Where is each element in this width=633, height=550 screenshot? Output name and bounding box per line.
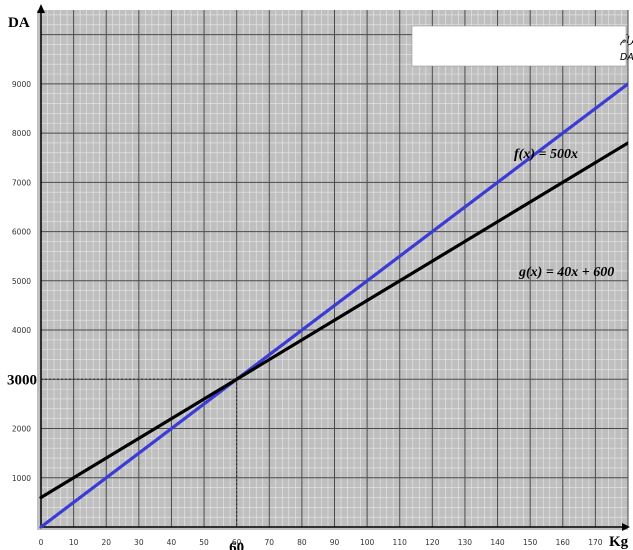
x-tick-label: 110 [393,538,408,547]
x-tick-label: 60 [232,538,242,547]
x-tick-label: 30 [134,538,144,547]
series-lines [39,82,628,529]
x-tick-label: 100 [360,538,375,547]
intersection-y-label: 3000 [7,372,37,388]
x-tick-label: 90 [330,538,340,547]
x-tick-label: 80 [297,538,307,547]
y-tick-label: 4000 [12,326,31,335]
plot-background [37,10,628,530]
series-label-g: g(x) = 40x + 600 [518,265,614,280]
x-tick-label: 140 [490,538,505,547]
y-tick-label: 7000 [12,178,31,187]
axes [37,4,630,531]
x-tick-label: 10 [69,538,79,547]
x-tick-label: 170 [588,538,603,547]
intersection-guides [41,378,238,527]
x-tick-labels: 0 10 20 30 40 50 60 70 80 90 100 110 120 130 140 150 160… [39,538,603,547]
x-tick-label: 130 [458,538,473,547]
x-tick-label: 0 [39,538,44,547]
series-line-g [39,141,628,500]
x-tick-label: 150 [523,538,538,547]
y-tick-label: 2000 [12,425,31,434]
y-tick-label: 6000 [12,228,31,237]
scale-note-line-2: 1cm على محور التراتيب يمثل 1000 DA [620,52,633,63]
series-line-f [39,82,628,529]
y-tick-label: 1000 [12,474,31,483]
scale-note-line-1: 1cm على محور الفواصل يمثل 10 كيلوغرام [620,35,633,46]
scale-note: 1cm على محور الفواصل يمثل 10 كيلوغرام 1c… [411,25,633,67]
x-tick-label: 20 [101,538,111,547]
x-tick-label: 70 [265,538,275,547]
x-tick-label: 40 [167,538,177,547]
x-axis-arrow [622,523,630,531]
y-axis-title: DA [8,15,30,31]
scale-note-box [411,25,627,67]
x-tick-label: 50 [199,538,209,547]
y-tick-label: 8000 [12,129,31,138]
x-axis-title: Kg [609,534,629,550]
intersection-x-label: 60 [229,540,244,550]
x-tick-label: 120 [425,538,440,547]
y-tick-label: 5000 [12,277,31,286]
y-tick-labels: 1000 2000 4000 5000 6000 7000 8000 9000 [12,80,31,483]
series-label-f: f(x) = 500x [514,147,578,162]
y-axis-arrow [37,4,45,13]
annotations: f(x) = 500x g(x) = 40x + 600 60 3000 [7,147,614,550]
y-tick-label: 9000 [12,80,31,89]
x-tick-label: 160 [556,538,571,547]
